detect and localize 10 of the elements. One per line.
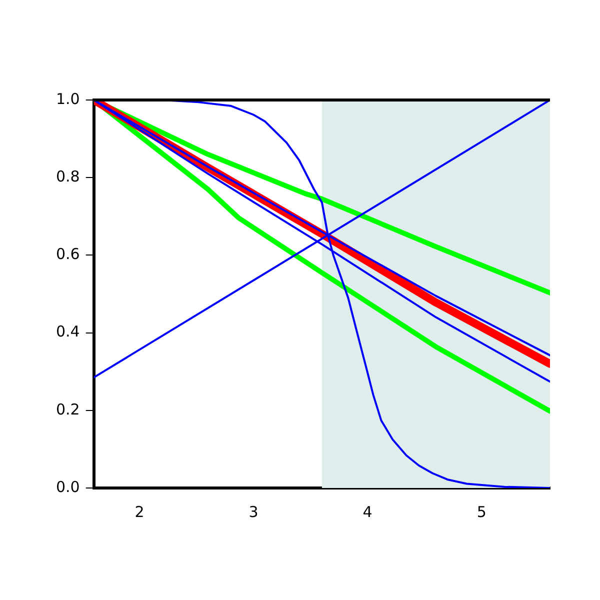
y-tick-label: 0.8 (56, 167, 80, 186)
x-tick-label: 5 (476, 502, 486, 521)
y-tick-label: 0.4 (56, 322, 80, 341)
y-tick-label: 0.6 (56, 245, 80, 264)
x-tick-label: 3 (248, 502, 258, 521)
x-tick-label: 4 (362, 502, 372, 521)
y-tick-label: 0.0 (56, 478, 80, 496)
y-tick-label: 1.0 (56, 90, 80, 108)
y-tick-label: 0.2 (56, 400, 80, 418)
x-tick-label: 2 (134, 502, 144, 521)
